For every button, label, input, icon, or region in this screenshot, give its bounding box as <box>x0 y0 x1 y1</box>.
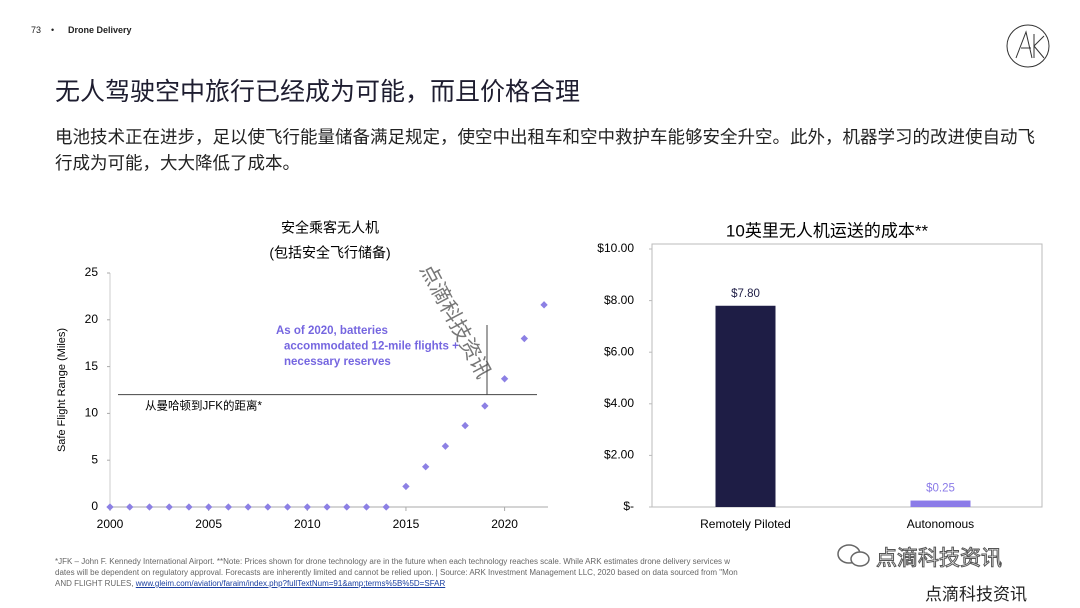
footnote-link[interactable]: www.gleim.com/aviation/faraim/index.php?… <box>135 579 446 588</box>
point <box>441 442 450 450</box>
y-tick-label: $6.00 <box>604 344 634 358</box>
point <box>244 503 252 511</box>
y-tick-label: $8.00 <box>604 293 634 307</box>
footnote: *JFK – John F. Kennedy International Air… <box>55 556 738 589</box>
y-axis-label: Safe Flight Range (Miles) <box>56 328 68 452</box>
point <box>540 301 548 309</box>
plot-frame <box>651 243 1043 508</box>
x-tick-label: 2020 <box>491 517 518 531</box>
y-tick-label: 25 <box>85 265 99 279</box>
x-tick-label: 2015 <box>393 517 420 531</box>
y-tick-label: $- <box>623 499 634 513</box>
logo <box>1006 24 1050 68</box>
point <box>461 421 469 430</box>
x-tick-label: 2000 <box>97 517 124 531</box>
bar <box>910 500 971 507</box>
section-name: Drone Delivery <box>68 25 132 35</box>
footnote-line: AND FLIGHT RULES, <box>55 579 134 588</box>
slide-title: 无人驾驶空中旅行已经成为可能，而且价格合理 <box>55 78 581 106</box>
y-tick-label: 10 <box>85 406 99 420</box>
watermark-logo: 点滴科技资讯 <box>876 547 1003 571</box>
x-tick-label: Autonomous <box>907 517 974 531</box>
point <box>264 503 272 511</box>
point <box>126 503 134 511</box>
page-number: 73 <box>31 25 42 35</box>
point <box>165 503 173 511</box>
point <box>224 503 233 511</box>
value-label: $0.25 <box>926 483 955 495</box>
point <box>500 375 509 383</box>
x-tick-label: 2010 <box>294 517 321 531</box>
point <box>283 503 292 511</box>
slide-subtitle: 电池技术正在进步，足以使飞行能量储备满足规定，使空中出租车和空中救护车能够安全升… <box>55 127 1035 173</box>
point <box>421 463 430 471</box>
point <box>106 503 114 511</box>
y-tick-label: 20 <box>85 312 99 326</box>
y-tick-label: $4.00 <box>604 396 634 410</box>
watermark-footer: 点滴科技资讯 <box>925 585 1027 604</box>
footnote-line: AND FLIGHT RULES, www.gleim.com/aviation… <box>55 578 738 589</box>
wechat-icon <box>837 544 870 567</box>
point <box>402 482 410 491</box>
point <box>323 503 331 511</box>
annotation: As of 2020, batteries <box>276 325 388 337</box>
y-tick-label: 0 <box>91 499 98 513</box>
annotation: necessary reserves <box>284 356 391 368</box>
footnote-line: dates will be dependent on regulatory ap… <box>55 568 738 577</box>
y-tick-label: 5 <box>91 452 98 466</box>
chart-title: 10英里无人机运送的成本** <box>726 221 929 240</box>
point <box>362 503 371 511</box>
x-tick-label: 2005 <box>195 517 222 531</box>
chart-subtitle: (包括安全飞行储备) <box>269 245 390 261</box>
point <box>303 503 311 511</box>
point <box>204 503 213 511</box>
y-tick-label: 15 <box>85 359 99 373</box>
point <box>145 503 154 511</box>
x-tick-label: Remotely Piloted <box>700 517 791 531</box>
reference-label: 从曼哈顿到JFK的距离* <box>145 399 262 413</box>
annotation: accommodated 12-mile flights + <box>284 341 459 353</box>
point <box>185 503 193 511</box>
y-tick-label: $10.00 <box>597 241 634 255</box>
footnote-line: *JFK – John F. Kennedy International Air… <box>55 557 731 566</box>
y-tick-label: $2.00 <box>604 448 634 462</box>
value-label: $7.80 <box>731 288 760 300</box>
chart-title: 安全乘客无人机 <box>281 220 379 236</box>
point <box>481 402 489 410</box>
separator: • <box>51 25 55 35</box>
bar <box>715 305 776 507</box>
point <box>382 503 390 511</box>
point <box>343 503 351 511</box>
point <box>520 334 529 343</box>
